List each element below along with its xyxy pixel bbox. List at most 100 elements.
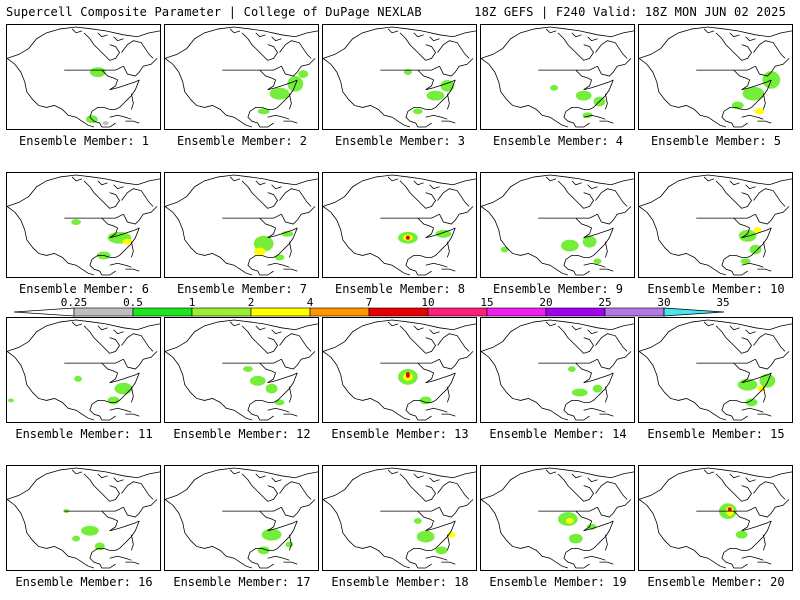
map-outline (101, 270, 116, 276)
member-caption: Ensemble Member: 1 (18, 134, 150, 148)
scp-contour-fill (122, 238, 133, 245)
map-outline (703, 28, 756, 42)
map-outline (273, 227, 298, 258)
map-outline (323, 58, 410, 128)
member-caption: Ensemble Member: 7 (176, 282, 308, 296)
map-outline (259, 217, 277, 239)
colorbar-segment (545, 307, 606, 317)
map-panel-member-15 (638, 317, 793, 423)
map-panel-member-4 (480, 24, 635, 130)
map-outline (715, 180, 753, 209)
scp-contour-fill (107, 396, 120, 405)
member-caption: Ensemble Member: 16 (15, 575, 153, 589)
map-outline (639, 467, 792, 500)
map-outline (387, 28, 440, 42)
map-outline (762, 386, 766, 403)
map-outline (229, 321, 282, 335)
colorbar-segment (604, 307, 665, 317)
map-outline (741, 262, 764, 268)
scp-contour-fill (419, 396, 432, 405)
map-outline (446, 534, 450, 551)
map-outline (165, 174, 318, 207)
map-outline (753, 481, 786, 500)
map-outline (399, 473, 437, 502)
map-outline (599, 561, 614, 565)
map-outline (241, 32, 279, 61)
colorbar-segment (250, 307, 311, 317)
map-outline (7, 58, 94, 128)
map-outline (267, 114, 290, 120)
map-outline (130, 93, 134, 110)
colorbar-tick-label: 1 (189, 296, 196, 309)
map-outline (387, 469, 440, 483)
map-outline (589, 79, 614, 110)
colorbar-tick-label: 7 (366, 296, 373, 309)
map-outline (281, 499, 316, 518)
map-outline (222, 506, 282, 512)
map-outline (101, 362, 119, 384)
map-outline (639, 58, 726, 128)
map-outline (557, 180, 595, 209)
map-outline (755, 206, 790, 225)
scp-contour-fill (762, 71, 781, 89)
scp-contour-fill (575, 90, 592, 101)
map-outline (125, 561, 140, 565)
map-outline (115, 79, 140, 110)
map-outline (538, 213, 598, 219)
map-outline (283, 120, 298, 124)
map-outline (538, 65, 598, 71)
scp-contour-fill (737, 378, 758, 391)
map-outline (703, 321, 756, 335)
map-panel-member-19 (480, 465, 635, 571)
map-outline (583, 227, 614, 239)
map-outline (604, 386, 608, 403)
map-outline (399, 180, 437, 209)
map-outline (417, 362, 435, 384)
map-outline (762, 241, 766, 258)
map-outline (281, 58, 316, 77)
map-outline (753, 333, 786, 352)
scp-contour-fill (405, 371, 410, 378)
map-panel-member-9 (480, 172, 635, 278)
map-outline (557, 32, 595, 61)
map-outline (64, 65, 124, 71)
map-outline (733, 362, 751, 384)
map-outline (121, 333, 154, 352)
map-outline (425, 520, 456, 532)
map-outline (604, 534, 608, 551)
scp-contour-fill (435, 546, 448, 555)
map-outline (545, 321, 598, 335)
map-outline (399, 32, 437, 61)
map-outline (130, 534, 134, 551)
map-outline (583, 372, 614, 384)
map-outline (425, 114, 448, 120)
map-outline (575, 270, 590, 276)
map-outline (441, 413, 456, 417)
map-outline (121, 481, 154, 500)
map-outline (733, 122, 748, 128)
north-america-map (165, 467, 318, 569)
map-outline (481, 467, 634, 500)
colorbar-tick-label: 0.5 (123, 296, 143, 309)
colorbar-segment (368, 307, 429, 317)
map-outline (259, 270, 274, 276)
map-outline (273, 372, 298, 403)
map-outline (165, 58, 252, 128)
map-outline (417, 69, 435, 91)
scp-contour-fill (412, 108, 423, 115)
scp-contour-fill (253, 247, 266, 256)
map-outline (597, 351, 632, 370)
member-caption: Ensemble Member: 3 (334, 134, 466, 148)
map-outline (703, 469, 756, 483)
map-outline (101, 69, 119, 91)
map-outline (267, 372, 298, 384)
map-outline (757, 561, 772, 565)
map-outline (481, 174, 634, 207)
map-outline (123, 206, 158, 225)
map-outline (583, 114, 606, 120)
map-outline (589, 372, 614, 403)
member-caption: Ensemble Member: 8 (334, 282, 466, 296)
colorbar-max-arrow (663, 307, 725, 317)
member-caption: Ensemble Member: 19 (489, 575, 627, 589)
map-outline (747, 227, 772, 258)
